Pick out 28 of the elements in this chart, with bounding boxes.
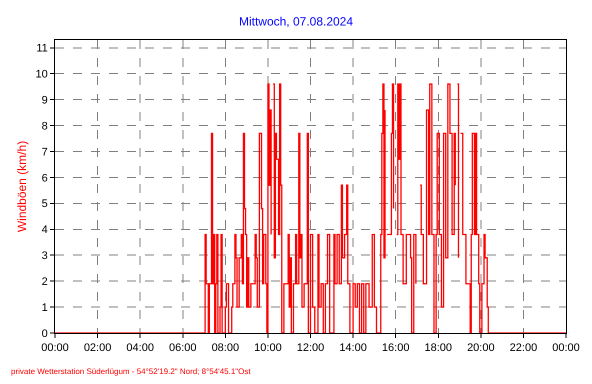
y-tick-label: 10: [36, 68, 48, 81]
text: private Wetterstation Süderlügum - 54°52'19.2" Nord; 8°54'45.1"Ost: [11, 367, 252, 376]
x-tick-label: 10:00: [254, 342, 282, 354]
y-tick-label: 7: [42, 146, 48, 158]
y-tick-label: 4: [42, 224, 48, 236]
x-tick-label: 08:00: [212, 342, 240, 354]
y-tick-label: 5: [42, 198, 48, 210]
x-tick-label: 14:00: [339, 342, 367, 354]
x-tick-label: 22:00: [510, 342, 538, 354]
y-tick-label: 2: [42, 276, 48, 288]
x-tick-label: 06:00: [168, 342, 197, 354]
y-tick-label: 9: [42, 94, 48, 106]
x-tick-label: 04:00: [126, 342, 154, 354]
y-tick-label: 11: [36, 42, 48, 55]
y-tick-label: 0: [42, 328, 48, 340]
x-tick-label: 00:00: [41, 342, 69, 354]
x-tick-label: 20:00: [467, 342, 495, 354]
y-tick-label: 1: [42, 302, 48, 314]
x-tick-label: 00:00: [552, 342, 580, 354]
x-tick-label: 12:00: [296, 342, 324, 354]
y-tick-label: 6: [42, 172, 48, 184]
x-tick-label: 18:00: [424, 342, 452, 354]
y-tick-label: 8: [42, 120, 48, 132]
x-tick-label: 16:00: [382, 342, 410, 354]
chart-title: Mittwoch, 07.08.2024: [238, 14, 354, 29]
x-tick-label: 02:00: [84, 342, 112, 354]
y-axis-title: Windböen (km/h): [14, 140, 29, 232]
y-tick-label: 3: [42, 250, 48, 262]
